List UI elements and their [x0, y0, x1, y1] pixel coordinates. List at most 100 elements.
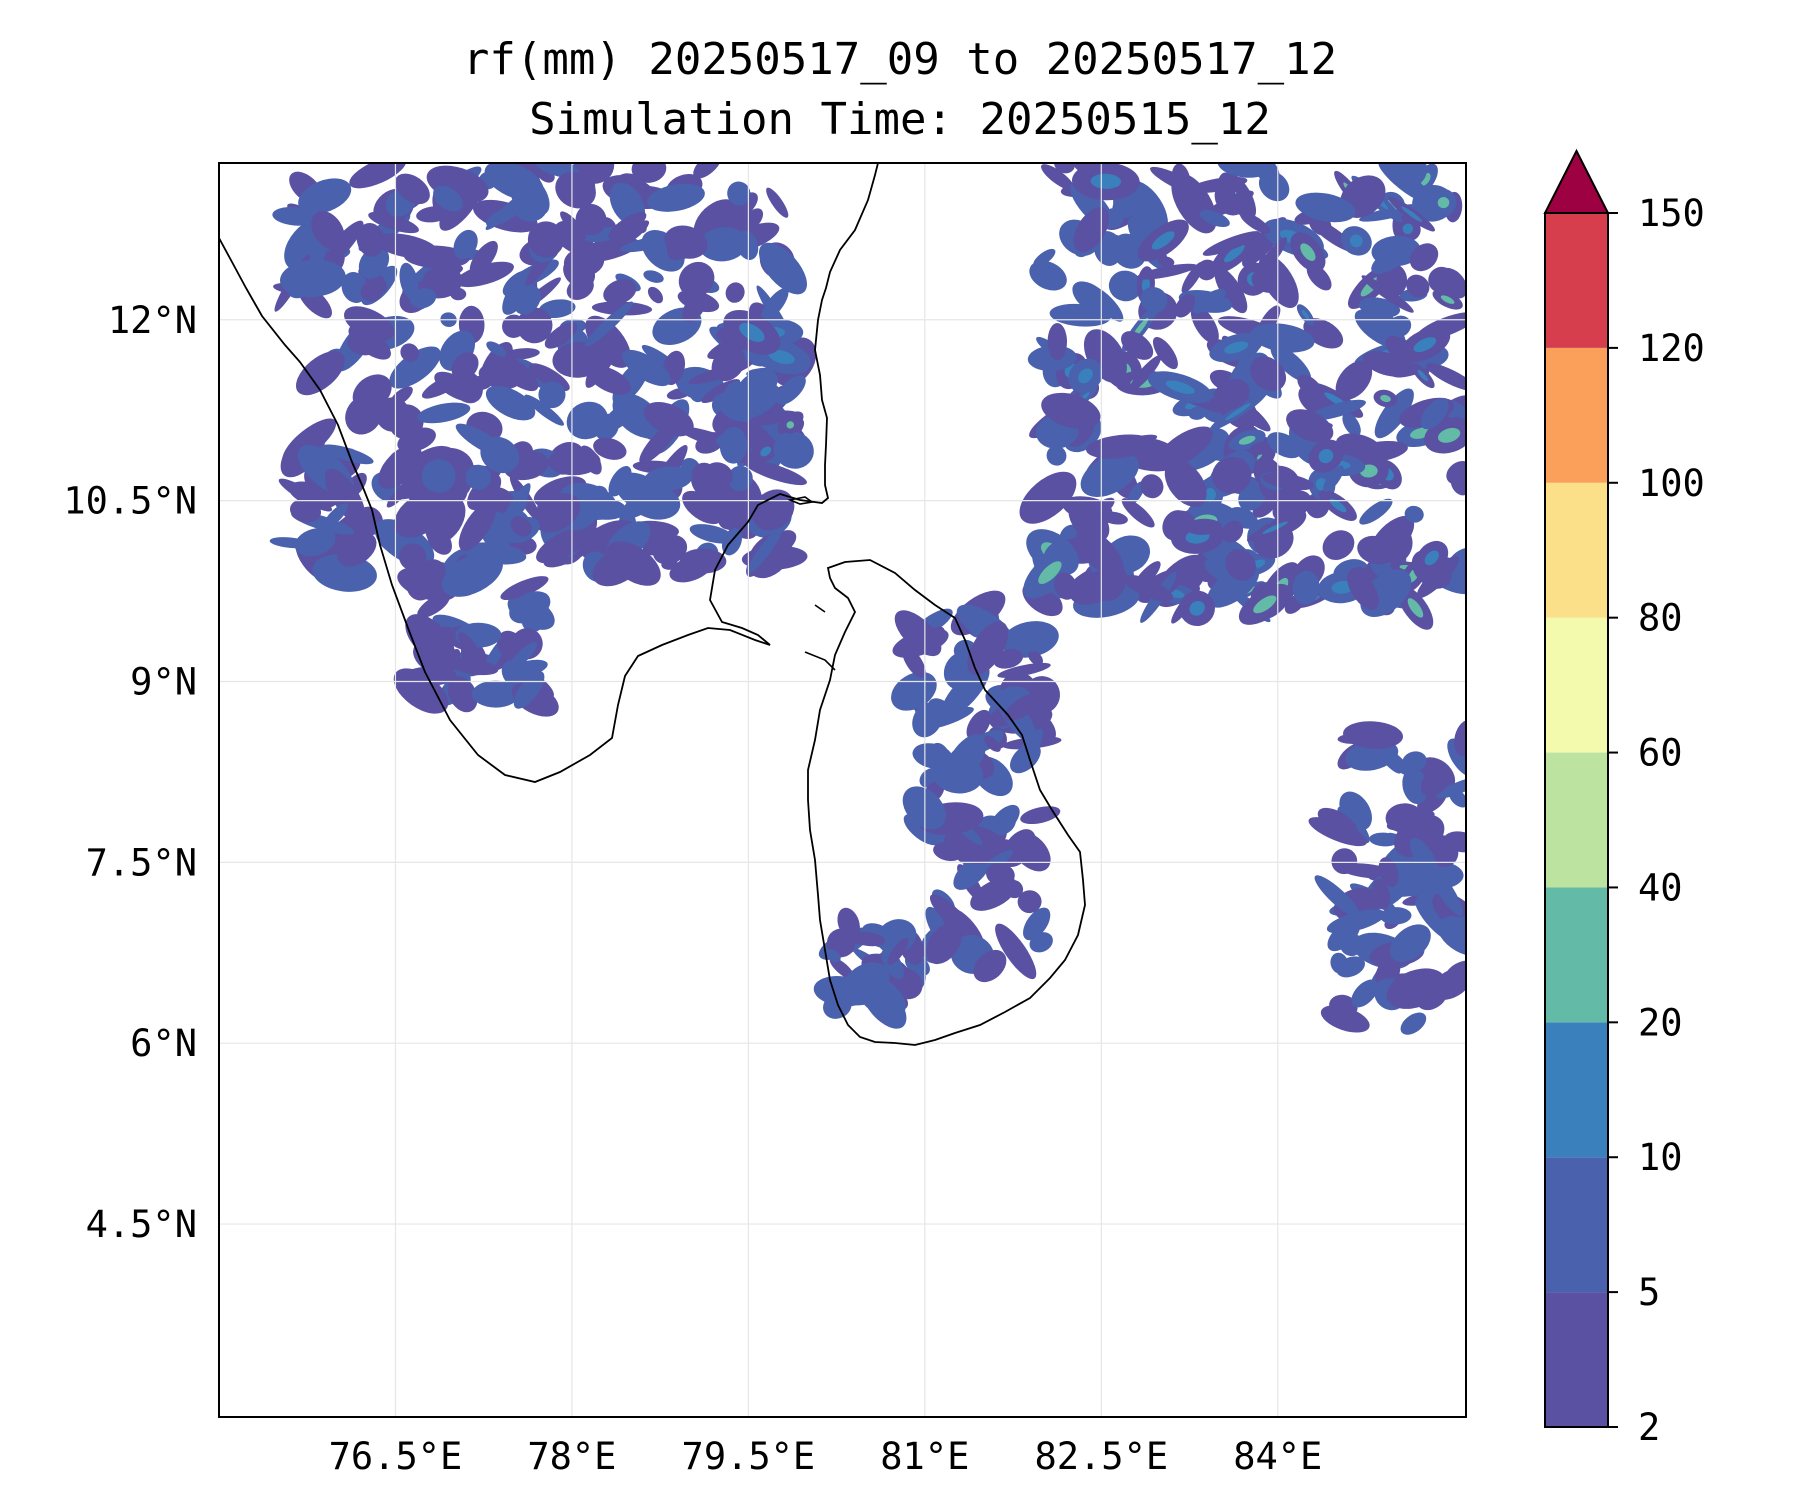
rain-patch-core — [739, 322, 765, 342]
rain-patch — [1123, 574, 1174, 602]
rain-patch — [892, 628, 949, 658]
rain-patch — [1092, 497, 1115, 517]
rain-patch — [1121, 331, 1154, 360]
rain-patch-core — [1238, 435, 1256, 445]
rain-patch — [1020, 806, 1061, 825]
rain-patch — [598, 558, 617, 576]
rain-patch — [1447, 738, 1466, 777]
rain-patch-core — [1165, 380, 1195, 394]
rain-patch — [1342, 412, 1361, 437]
rain-patch — [322, 503, 349, 530]
rain-patch — [1150, 166, 1209, 199]
rain-patch — [1389, 924, 1431, 963]
rain-patch-core — [1402, 223, 1414, 235]
rain-patch — [1028, 650, 1043, 666]
rain-patch — [1217, 172, 1236, 206]
coastline-palk-island — [787, 496, 836, 671]
rain-patch — [417, 593, 450, 618]
rain-patch — [579, 497, 627, 520]
rain-patch — [1372, 878, 1391, 910]
rain-patch — [469, 240, 498, 275]
rain-patch — [524, 394, 564, 426]
rain-patch — [973, 949, 1007, 983]
rain-patch — [394, 491, 447, 538]
rain-patch — [325, 468, 366, 524]
rain-patch — [608, 212, 647, 240]
rain-patch — [725, 282, 745, 303]
rain-patch — [1359, 498, 1393, 525]
rain-patch — [855, 975, 906, 1019]
rain-patch — [1041, 164, 1075, 191]
rain-patch-core — [1038, 561, 1062, 585]
rain-patch — [513, 285, 541, 315]
rain-patch — [1347, 569, 1379, 610]
rain-patch — [1239, 211, 1271, 234]
rain-patch — [1306, 263, 1332, 291]
rain-patch-core — [1078, 368, 1093, 384]
colorbar-segment — [1545, 887, 1608, 1023]
rain-patch — [1190, 305, 1219, 344]
rain-patch — [997, 662, 1051, 678]
rain-patch-core — [1424, 550, 1439, 566]
rain-patch — [1369, 832, 1399, 847]
rain-region-south-india-inland — [269, 163, 808, 592]
chart-title: rf(mm) 20250517_09 to 20250517_12 Simula… — [0, 30, 1800, 150]
rain-patch — [1378, 857, 1399, 887]
rain-patch — [983, 735, 1001, 752]
rain-patch — [1211, 456, 1252, 494]
rain-patch — [1266, 432, 1302, 459]
rain-region-bay-of-bengal-east — [1019, 163, 1466, 630]
title-line-1: rf(mm) 20250517_09 to 20250517_12 — [462, 34, 1338, 85]
colorbar-extend-max — [1543, 148, 1610, 214]
rain-patch — [399, 262, 419, 300]
rain-patch — [298, 178, 352, 214]
rain-patch — [280, 259, 346, 298]
rain-patch — [1017, 890, 1042, 914]
rain-patch — [825, 949, 841, 963]
rain-patch — [1047, 322, 1068, 361]
rain-patch — [1335, 360, 1373, 400]
rain-patch — [494, 483, 531, 542]
rain-patch — [995, 923, 1037, 980]
colorbar-tick-label: 5 — [1638, 1271, 1660, 1314]
rain-patch — [588, 365, 631, 395]
rain-patch — [345, 395, 383, 435]
rain-patch — [1041, 392, 1101, 429]
rain-patch — [503, 348, 540, 360]
rain-patch — [664, 225, 708, 259]
rain-patch — [389, 346, 441, 389]
rain-patch — [1174, 294, 1196, 318]
rain-patch — [400, 343, 419, 362]
rain-patch — [417, 402, 471, 424]
rain-patch — [347, 334, 376, 356]
rain-patch — [1248, 441, 1274, 456]
rain-patch — [1080, 452, 1139, 498]
rain-patch — [282, 418, 337, 464]
rain-patch-core — [1090, 173, 1122, 189]
rain-patch — [341, 271, 368, 303]
rain-patch — [1100, 511, 1128, 525]
rain-patch — [295, 351, 345, 396]
colorbar-segment — [1545, 347, 1608, 483]
rain-patch — [743, 459, 807, 486]
colorbar-tick-label: 10 — [1638, 1136, 1683, 1179]
lon-tick-label: 81°E — [880, 1435, 969, 1478]
rain-patch — [1295, 192, 1356, 223]
coastline-india — [219, 163, 879, 783]
rain-patch-core — [1401, 206, 1423, 222]
rain-patch — [533, 493, 581, 533]
rain-patch — [433, 185, 463, 212]
rain-patch — [272, 207, 318, 226]
rain-patch — [1023, 907, 1051, 941]
rain-patch — [966, 709, 991, 741]
rain-patch — [1428, 266, 1455, 293]
rain-patch — [448, 657, 499, 676]
rain-patch — [1400, 1012, 1427, 1035]
rain-patch — [1262, 472, 1314, 491]
rain-patch — [848, 931, 886, 947]
rain-patch — [406, 573, 434, 601]
rain-patch-core — [760, 446, 772, 457]
lat-tick-label: 4.5°N — [86, 1203, 197, 1246]
rain-patch — [1258, 171, 1290, 202]
